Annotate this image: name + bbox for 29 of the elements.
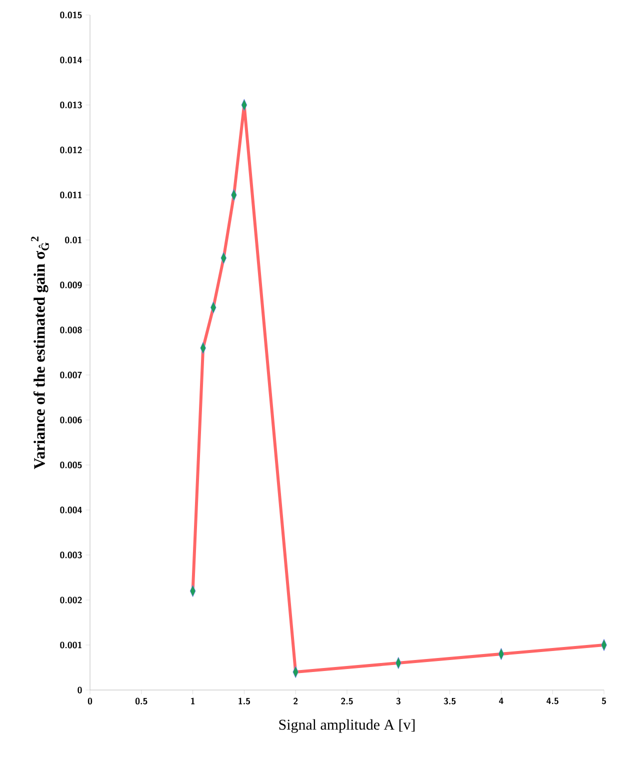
y-tick-label: 0.014 xyxy=(60,56,82,64)
y-tick-label: 0.012 xyxy=(60,146,82,154)
y-tick-label: 0.015 xyxy=(60,12,82,18)
x-tick-label: 1 xyxy=(191,698,195,704)
y-tick-label: 0.008 xyxy=(60,326,82,334)
x-axis-title: Signal amplitude A [v] xyxy=(279,719,415,733)
y-tick-label: 0.001 xyxy=(60,642,82,648)
x-tick-label: 0.5 xyxy=(135,698,148,704)
x-tick-label: 5 xyxy=(602,698,606,704)
y-tick-label: 0.01 xyxy=(65,236,82,244)
y-tick-label: 0.007 xyxy=(60,372,82,378)
x-tick-label: 3.5 xyxy=(444,698,456,704)
text: Variance of the estimated gain σ$_{Ĝ}$2 xyxy=(31,236,49,470)
y-tick-label: 0.003 xyxy=(60,552,82,558)
x-tick-label: 0 xyxy=(88,698,92,704)
x-tick-label: 4 xyxy=(499,698,504,704)
y-tick-label: 0.013 xyxy=(60,102,82,108)
x-tick-label: 1.5 xyxy=(238,698,250,704)
x-tick-label: 2.5 xyxy=(341,698,353,704)
y-tick-label: 0.005 xyxy=(60,462,82,468)
y-tick-label: 0.011 xyxy=(60,192,82,198)
y-tick-label: 0.002 xyxy=(60,596,82,604)
x-tick-label: 3 xyxy=(396,698,400,704)
x-tick-label: 2 xyxy=(294,698,298,704)
y-tick-label: 0.006 xyxy=(60,416,82,424)
y-tick-label: 0.004 xyxy=(60,506,82,514)
y-tick-label: 0 xyxy=(78,686,82,694)
x-tick-label: 4.5 xyxy=(546,698,558,704)
y-tick-label: 0.009 xyxy=(60,282,82,288)
